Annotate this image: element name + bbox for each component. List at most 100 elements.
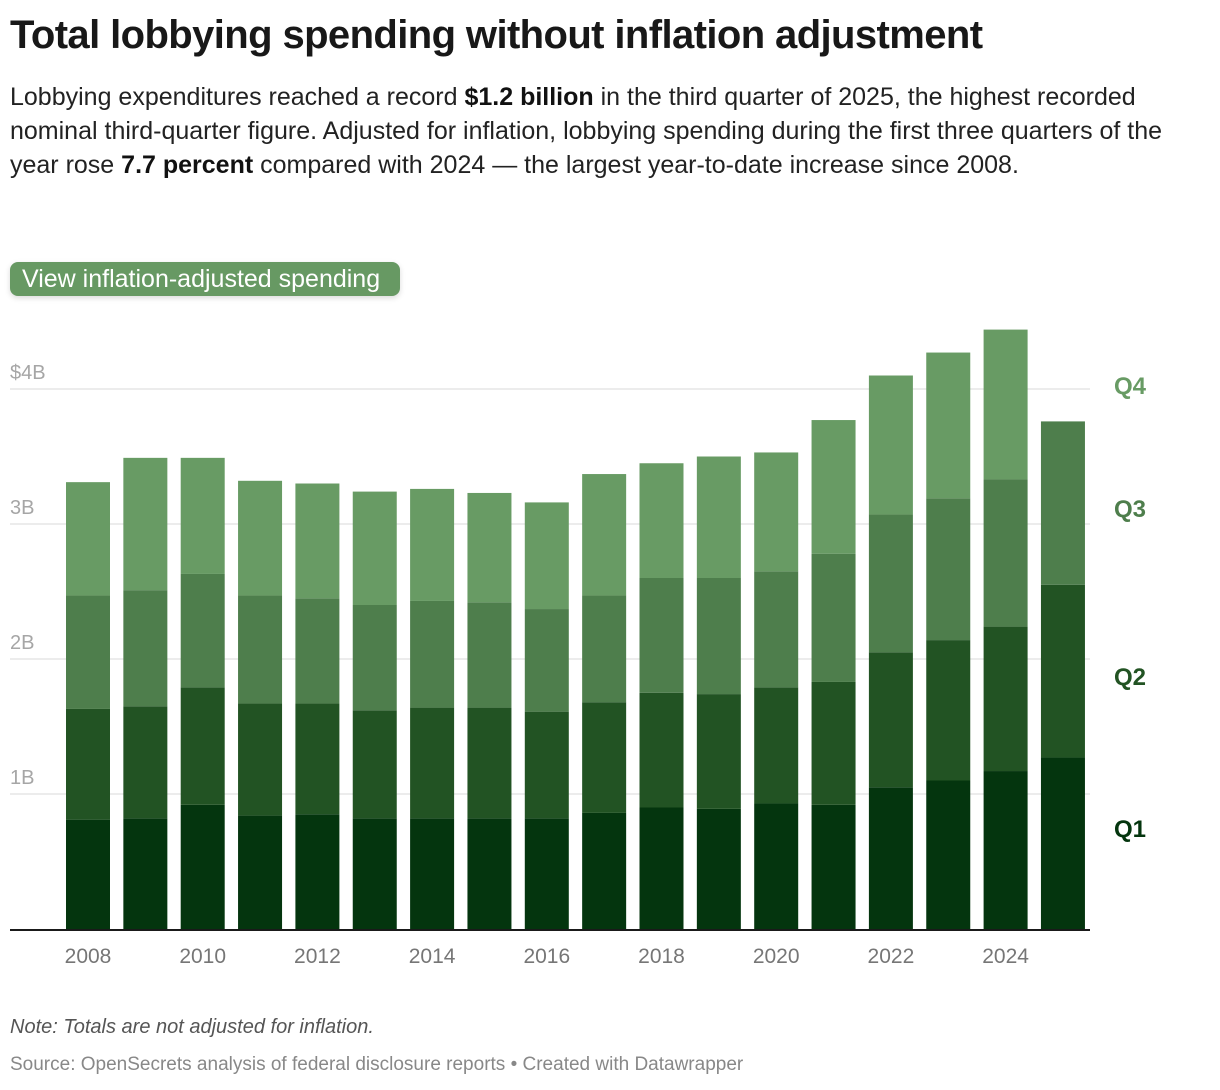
bar-segment-q4-2008 (66, 482, 110, 596)
bar-segment-q4-2021 (811, 420, 856, 554)
bar-segment-q4-2018 (639, 463, 684, 578)
bar-segment-q1-2025 (1040, 757, 1085, 929)
bar-stack-2011 (238, 480, 283, 929)
y-tick-label: 2B (10, 632, 34, 654)
bar-segment-q1-2009 (123, 818, 168, 929)
bar-segment-q4-2010 (180, 457, 225, 574)
bar-segment-q2-2024 (983, 626, 1028, 772)
x-tick-label: 2016 (523, 945, 570, 968)
bar-stack-2024 (983, 329, 1028, 929)
bar-segment-q2-2009 (123, 706, 168, 819)
bar-segment-q3-2017 (582, 595, 627, 703)
legend-label-q2: Q2 (1114, 664, 1146, 691)
bar-stack-2025 (1040, 421, 1085, 929)
chart-source: Source: OpenSecrets analysis of federal … (10, 1054, 744, 1075)
bar-segment-q2-2014 (410, 707, 455, 819)
bar-segment-q1-2015 (467, 818, 512, 929)
x-tick-label: 2008 (65, 945, 112, 968)
bar-segment-q3-2020 (754, 571, 799, 688)
y-tick-label: 1B (10, 767, 34, 789)
bar-stack-2018 (639, 463, 684, 929)
bar-stack-2010 (180, 457, 225, 929)
bar-segment-q2-2011 (238, 703, 283, 816)
bar-segment-q1-2011 (238, 815, 283, 929)
bar-stack-2021 (811, 420, 856, 929)
bar-segment-q1-2014 (410, 818, 455, 929)
bar-segment-q4-2017 (582, 474, 627, 596)
bar-segment-q2-2015 (467, 707, 512, 819)
bar-stack-2008 (66, 482, 110, 929)
legend-label-q4: Q4 (1114, 373, 1147, 400)
bar-stack-2015 (467, 492, 512, 929)
legend: Q1 Q2 Q3 Q4 (1114, 373, 1147, 843)
bar-stack-2023 (926, 352, 971, 929)
bar-segment-q2-2021 (811, 681, 856, 805)
bar-segment-q4-2013 (352, 491, 397, 605)
highlight-percent-increase: 7.7 percent (121, 151, 254, 179)
bar-stack-2014 (410, 488, 455, 929)
legend-label-q3: Q3 (1114, 496, 1146, 523)
bar-segment-q3-2019 (696, 578, 741, 695)
chart-description: Lobbying expenditures reached a record $… (10, 80, 1190, 182)
x-tick-label: 2012 (294, 945, 341, 968)
bar-segment-q3-2012 (295, 598, 340, 704)
bar-segment-q1-2021 (811, 804, 856, 929)
bar-segment-q2-2016 (524, 711, 569, 819)
bar-segment-q2-2012 (295, 703, 340, 815)
bar-segment-q2-2025 (1040, 584, 1085, 758)
bar-stack-2016 (524, 502, 569, 929)
bar-segment-q3-2010 (180, 573, 225, 688)
bar-segment-q4-2023 (926, 352, 971, 499)
bar-segment-q3-2021 (811, 553, 856, 682)
bar-segment-q1-2013 (352, 818, 397, 929)
bar-stack-2017 (582, 474, 627, 929)
bar-segment-q2-2023 (926, 640, 971, 781)
bar-stack-2019 (696, 456, 741, 929)
y-tick-label: 3B (10, 497, 34, 519)
bar-segment-q4-2022 (868, 375, 913, 515)
bar-segment-q3-2025 (1040, 421, 1085, 585)
bar-segment-q3-2023 (926, 498, 971, 641)
bar-stack-2013 (352, 491, 397, 929)
view-inflation-adjusted-button[interactable]: View inflation-adjusted spending (10, 262, 401, 296)
bar-segment-q3-2008 (66, 595, 110, 709)
bar-segment-q2-2020 (754, 687, 799, 804)
bar-segment-q3-2009 (123, 590, 168, 707)
bar-segment-q1-2008 (66, 819, 110, 929)
bar-segment-q3-2024 (983, 479, 1028, 627)
bar-segment-q2-2018 (639, 692, 684, 808)
bars (66, 329, 1085, 929)
bar-stack-2012 (295, 483, 340, 929)
x-tick-label: 2014 (409, 945, 456, 968)
bar-segment-q1-2022 (868, 787, 913, 929)
bar-segment-q4-2015 (467, 492, 512, 603)
bar-segment-q3-2018 (639, 578, 684, 693)
bar-segment-q1-2019 (696, 808, 741, 929)
chart-title: Total lobbying spending without inflatio… (10, 13, 983, 57)
y-tick-label: $4B (10, 362, 46, 384)
bar-segment-q2-2010 (180, 687, 225, 805)
bar-segment-q3-2015 (467, 602, 512, 708)
bar-segment-q1-2018 (639, 807, 684, 929)
x-tick-label: 2020 (753, 945, 800, 968)
bar-segment-q4-2024 (983, 329, 1028, 480)
bar-segment-q1-2017 (582, 812, 627, 929)
bar-segment-q4-2012 (295, 483, 340, 599)
bar-segment-q1-2024 (983, 771, 1028, 929)
bar-segment-q4-2020 (754, 452, 799, 572)
chart-note: Note: Totals are not adjusted for inflat… (10, 1016, 374, 1038)
bar-segment-q1-2012 (295, 814, 340, 929)
x-tick-label: 2010 (179, 945, 226, 968)
x-tick-label: 2022 (868, 945, 915, 968)
x-axis: 2008 2010 2012 2014 2016 2018 2020 2022 2024 (10, 929, 1090, 968)
bar-segment-q3-2011 (238, 595, 283, 704)
bar-segment-q4-2009 (123, 457, 168, 591)
bar-segment-q2-2017 (582, 702, 627, 813)
bar-segment-q2-2008 (66, 708, 110, 820)
bar-segment-q1-2020 (754, 803, 799, 929)
bar-stack-2022 (868, 375, 913, 929)
x-tick-label: 2024 (982, 945, 1029, 968)
highlight-record-amount: $1.2 billion (464, 83, 594, 111)
bar-segment-q4-2011 (238, 480, 283, 596)
